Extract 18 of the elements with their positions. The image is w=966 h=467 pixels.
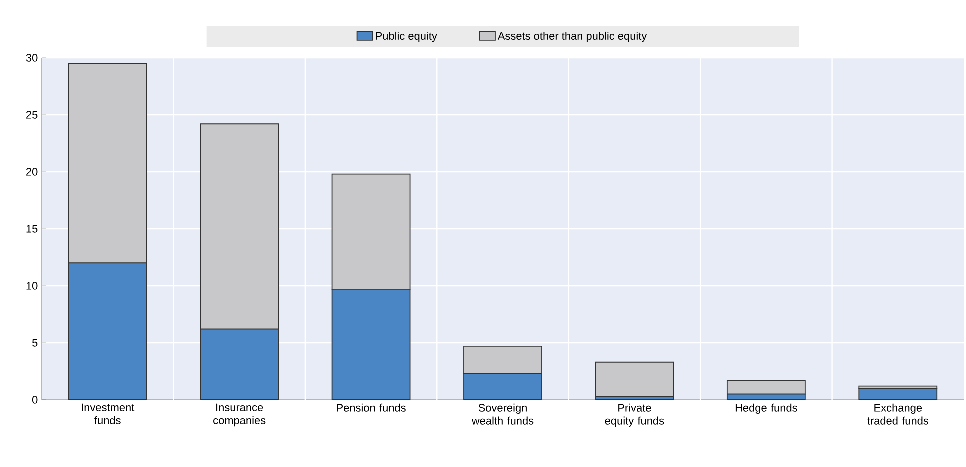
y-tick-label: 30 — [26, 54, 38, 62]
x-tick-label: Exchange traded funds — [868, 404, 928, 425]
legend-label: Assets other than public equity — [498, 32, 648, 42]
y-tick-label: 10 — [26, 282, 38, 290]
x-tick-label: Investment funds — [82, 404, 135, 424]
y-tick-label: 0 — [32, 396, 38, 404]
y-tick-label: 5 — [32, 339, 38, 347]
x-tick-label: Pension funds — [337, 404, 406, 412]
y-tick-label: 25 — [26, 111, 38, 119]
bar — [595, 362, 674, 398]
x-tick-label: Private equity funds — [605, 404, 664, 428]
bar — [858, 388, 938, 400]
x-tick-label: Sovereign wealth funds — [472, 404, 534, 425]
y-tick-label: 15 — [26, 225, 38, 233]
x-tick-label: Hedge funds — [736, 404, 798, 414]
x-tick-label: Insurance companies — [214, 404, 266, 427]
legend-label: Public equity — [376, 32, 438, 42]
y-tick-label: 20 — [26, 168, 38, 176]
